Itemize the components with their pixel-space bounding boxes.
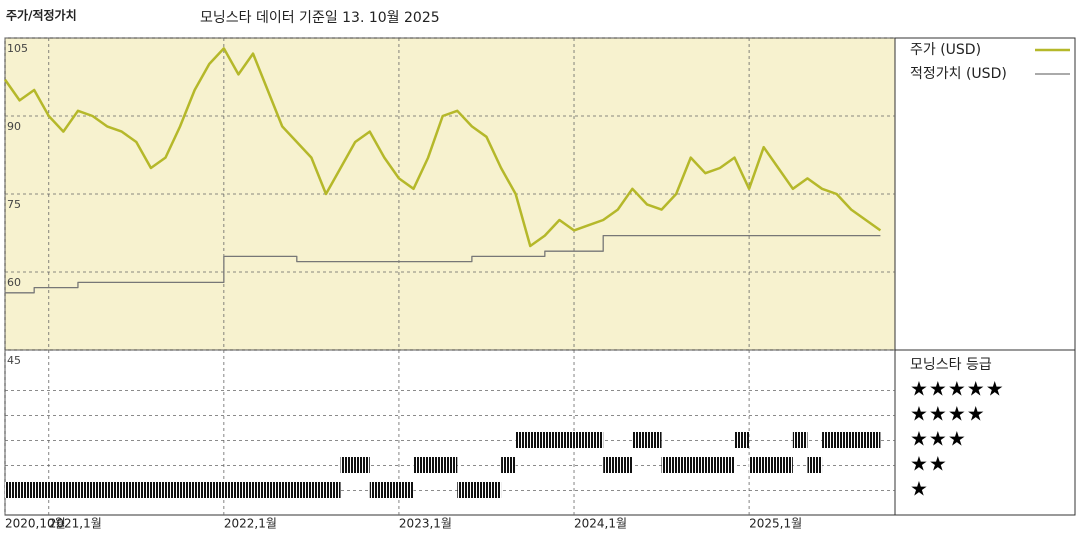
rating-bar (807, 457, 823, 473)
rating-bar (603, 457, 633, 473)
rating-label: ★★★★★ (910, 377, 1005, 401)
x-tick-label: 2023,1월 (399, 517, 452, 531)
rating-bar (734, 432, 750, 448)
rating-bar (369, 482, 414, 498)
rating-bar (632, 432, 662, 448)
x-tick-label: 2025,1월 (749, 517, 802, 531)
rating-bar (457, 482, 502, 498)
series-line (3, 47, 882, 248)
rating-label: ★ (910, 477, 929, 501)
subtitle: 모닝스타 데이터 기준일 13. 10월 2025 (200, 10, 440, 26)
y-tick-label: 105 (7, 42, 28, 55)
y-tick-label: 75 (7, 198, 21, 211)
rating-bar (749, 457, 793, 473)
rating-label: ★★★ (910, 427, 967, 451)
chart-title: 주가/적정가치 (6, 8, 77, 23)
rating-bar (822, 432, 881, 448)
y-tick-label: 45 (7, 354, 21, 367)
rating-bar (792, 432, 808, 448)
rating-bar (413, 457, 458, 473)
x-tick-label: 2022,1월 (224, 517, 277, 531)
series-line (5, 234, 881, 294)
rating-bar (515, 432, 604, 448)
x-tick-label: 2021,1월 (49, 517, 102, 531)
y-tick-label: 90 (7, 120, 21, 133)
rating-label: ★★ (910, 452, 948, 476)
legend-label: 적정가치 (USD) (910, 66, 1007, 82)
rating-label: ★★★★ (910, 402, 986, 426)
rating-bar (661, 457, 735, 473)
rating-bar (5, 482, 341, 498)
y-tick-label: 60 (7, 276, 21, 289)
rating-title: 모닝스타 등급 (910, 357, 992, 373)
rating-bar (501, 457, 516, 473)
rating-bar (340, 457, 370, 473)
x-tick-label: 2020,10월 (5, 517, 66, 531)
legend-label: 주가 (USD) (910, 42, 981, 58)
x-tick-label: 2024,1월 (574, 517, 627, 531)
